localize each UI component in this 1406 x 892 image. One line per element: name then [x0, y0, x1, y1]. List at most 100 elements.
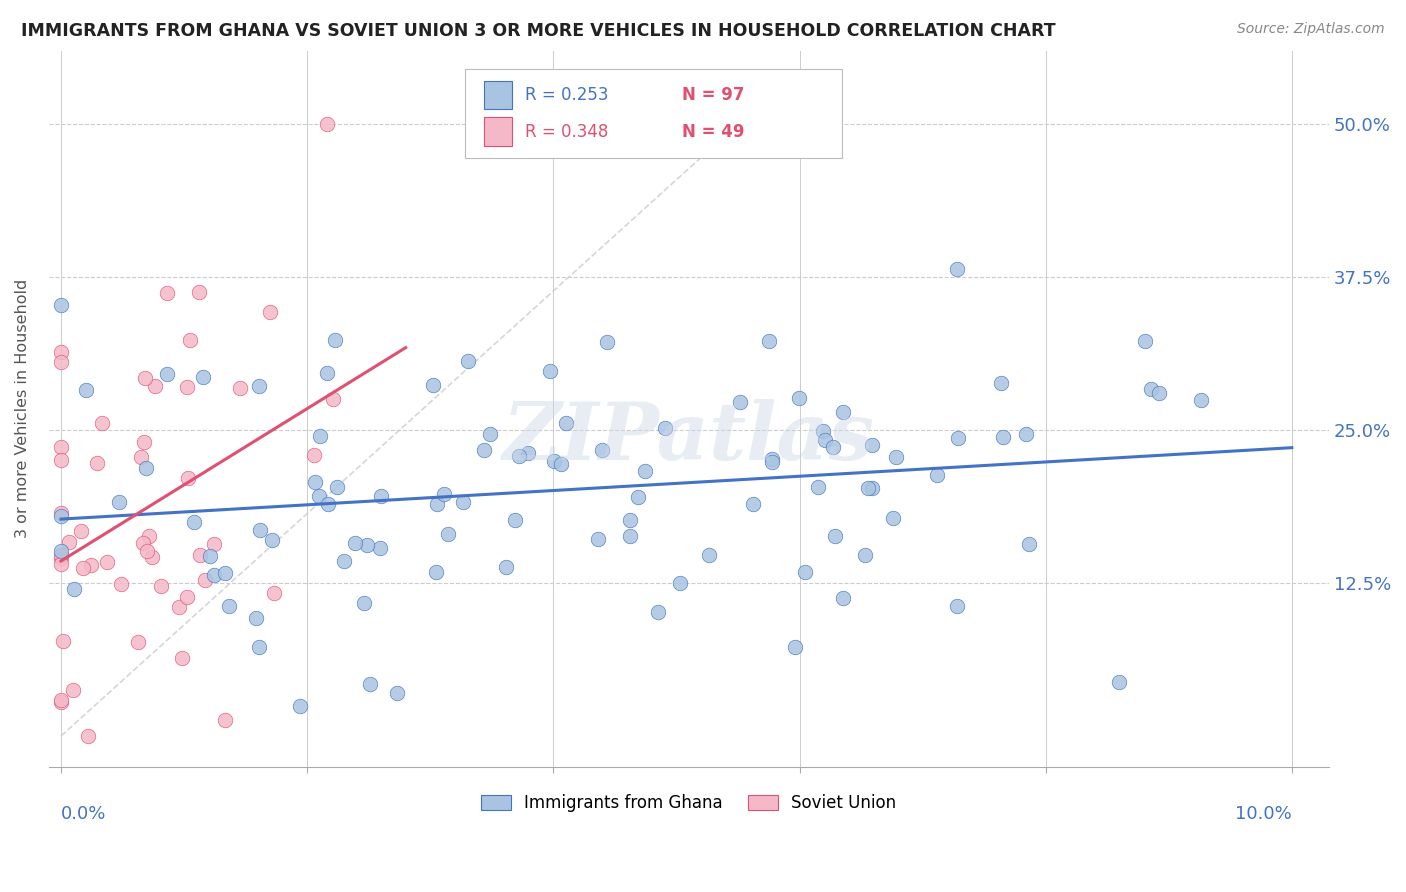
Point	[194, 573, 217, 587]
Point	[170, 651, 193, 665]
Point	[129, 450, 152, 465]
Point	[425, 565, 447, 579]
Point	[49, 550, 72, 565]
Point	[433, 487, 456, 501]
Point	[49, 440, 72, 454]
FancyBboxPatch shape	[465, 69, 842, 158]
Point	[249, 640, 271, 655]
Text: N = 49: N = 49	[682, 122, 745, 141]
Point	[948, 431, 970, 445]
Point	[495, 560, 517, 574]
Point	[177, 471, 200, 485]
Point	[62, 682, 84, 697]
Text: 0.0%: 0.0%	[60, 805, 107, 823]
Point	[318, 497, 340, 511]
Point	[669, 576, 692, 591]
Point	[436, 527, 458, 541]
Point	[249, 523, 271, 537]
Point	[155, 368, 177, 382]
Point	[49, 355, 72, 369]
Point	[647, 605, 669, 619]
Point	[832, 405, 855, 419]
Point	[262, 533, 284, 547]
Point	[543, 453, 565, 467]
Point	[761, 455, 783, 469]
Point	[807, 480, 830, 494]
Point	[472, 443, 495, 458]
Point	[202, 537, 225, 551]
Point	[176, 380, 198, 394]
Point	[179, 334, 201, 348]
Point	[927, 467, 949, 482]
Point	[134, 371, 156, 385]
Point	[627, 490, 650, 504]
Legend: Immigrants from Ghana, Soviet Union: Immigrants from Ghana, Soviet Union	[474, 788, 903, 819]
Point	[860, 438, 883, 452]
Point	[697, 548, 720, 562]
Point	[359, 677, 381, 691]
Point	[856, 482, 879, 496]
Point	[457, 353, 479, 368]
Point	[814, 433, 837, 447]
Text: ZIPatlas: ZIPatlas	[503, 399, 875, 476]
Point	[200, 549, 222, 564]
Point	[991, 430, 1014, 444]
Point	[167, 599, 190, 614]
Point	[228, 381, 250, 395]
Point	[591, 442, 613, 457]
Point	[49, 544, 72, 558]
Point	[385, 686, 408, 700]
Text: N = 97: N = 97	[682, 86, 745, 104]
Text: 10.0%: 10.0%	[1234, 805, 1292, 823]
Point	[308, 489, 330, 503]
Point	[86, 456, 108, 470]
Point	[302, 448, 325, 462]
Point	[946, 599, 969, 614]
Point	[183, 515, 205, 529]
Point	[80, 558, 103, 572]
Point	[49, 695, 72, 709]
Point	[110, 577, 132, 591]
Point	[554, 417, 576, 431]
Point	[728, 395, 751, 409]
Point	[143, 379, 166, 393]
Point	[619, 529, 641, 543]
Point	[218, 599, 240, 613]
Point	[214, 566, 236, 581]
Point	[538, 364, 561, 378]
Point	[315, 117, 337, 131]
Point	[586, 532, 609, 546]
Point	[783, 640, 806, 654]
Point	[49, 692, 72, 706]
Point	[49, 344, 72, 359]
Point	[426, 497, 449, 511]
Point	[619, 513, 641, 527]
Point	[315, 366, 337, 380]
Point	[370, 541, 392, 555]
Point	[1108, 674, 1130, 689]
Point	[370, 489, 392, 503]
Point	[422, 377, 444, 392]
Point	[49, 548, 72, 562]
Point	[596, 334, 619, 349]
Text: IMMIGRANTS FROM GHANA VS SOVIET UNION 3 OR MORE VEHICLES IN HOUSEHOLD CORRELATIO: IMMIGRANTS FROM GHANA VS SOVIET UNION 3 …	[21, 22, 1056, 40]
Text: R = 0.253: R = 0.253	[524, 86, 609, 104]
Point	[138, 529, 160, 543]
Point	[247, 379, 270, 393]
Point	[761, 451, 783, 466]
Point	[479, 427, 502, 442]
Point	[946, 261, 969, 276]
Point	[882, 511, 904, 525]
Point	[1018, 537, 1040, 551]
Point	[70, 524, 93, 539]
Point	[344, 536, 367, 550]
Point	[49, 298, 72, 312]
Bar	[484, 117, 512, 146]
Point	[322, 392, 344, 407]
Point	[91, 416, 114, 430]
Point	[1135, 334, 1157, 348]
Point	[202, 567, 225, 582]
Point	[263, 585, 285, 599]
Point	[132, 536, 155, 550]
Point	[793, 566, 815, 580]
